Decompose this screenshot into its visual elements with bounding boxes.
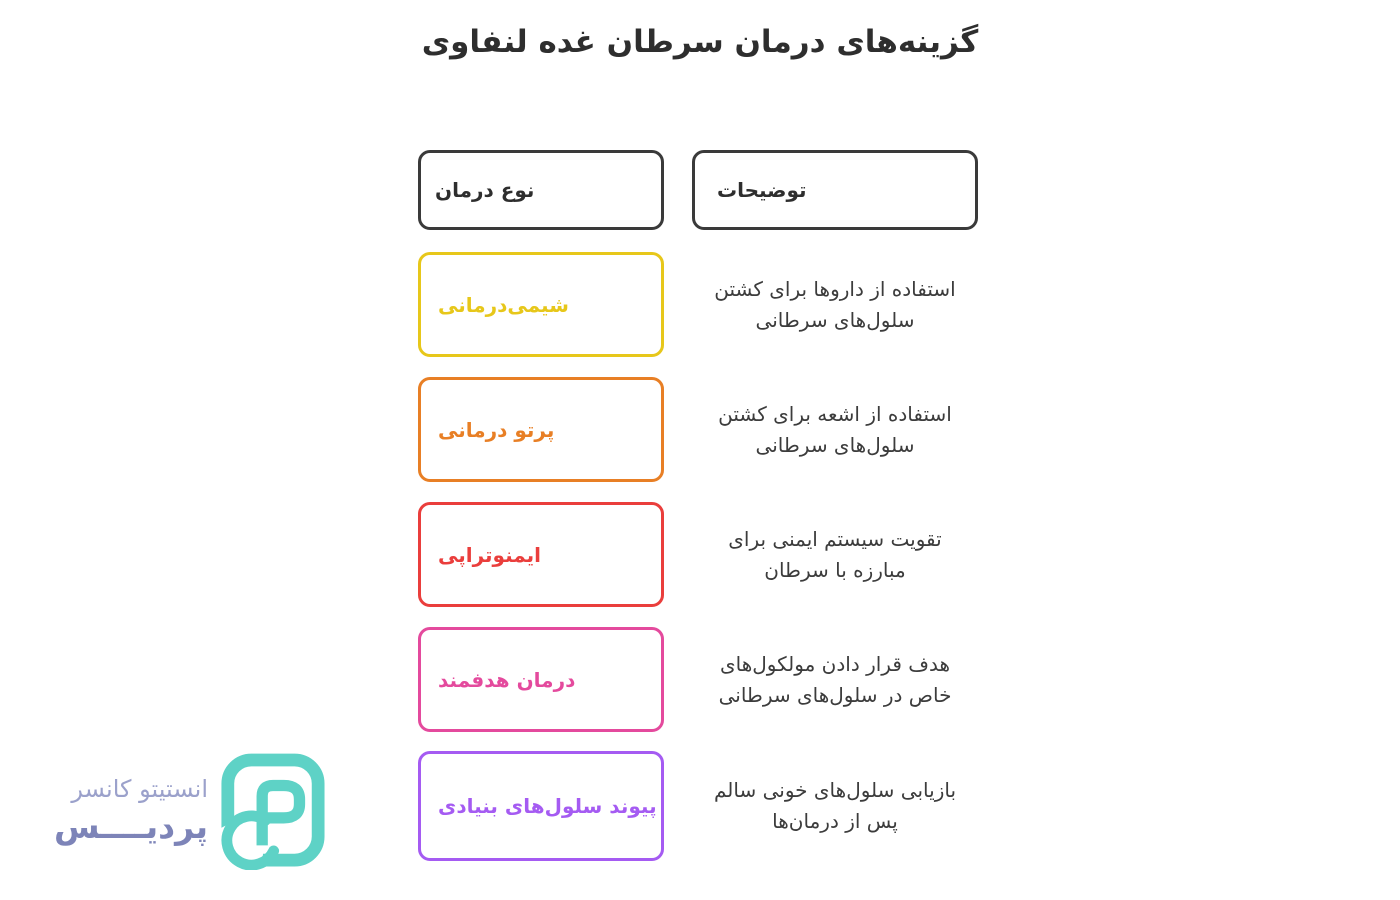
treatment-label-chemotherapy: شیمی‌درمانی [438, 292, 569, 317]
page-title: گزینه‌های درمان سرطان غده لنفاوی [421, 24, 979, 60]
treatment-label-stem-cell-transplant: پیوند سلول‌های بنیادی [438, 794, 657, 818]
header-treatment-type-box: نوع درمان [418, 150, 664, 230]
treatment-label-immunotherapy: ایمنوتراپی [438, 542, 542, 567]
pardis-p-icon [218, 753, 325, 870]
treatment-desc-chemotherapy: استفاده از داروها برای کشتن سلول‌های سرط… [692, 252, 978, 357]
desc-line: سلول‌های سرطانی [755, 432, 915, 457]
desc-line: استفاده از داروها برای کشتن [714, 276, 956, 301]
treatment-box-stem-cell-transplant: پیوند سلول‌های بنیادی [418, 751, 664, 861]
desc-line: بازیابی سلول‌های خونی سالم [714, 778, 957, 802]
logo-pardis-text: پردیــــس [53, 807, 208, 846]
pardis-logo-wordmark: انستیتو کانسر پردیــــس [32, 774, 208, 848]
desc-line: هدف قرار دادن مولکول‌های [719, 651, 951, 676]
treatment-box-immunotherapy: ایمنوتراپی [418, 502, 664, 607]
desc-line: مبارزه با سرطان [764, 557, 906, 582]
treatment-label-radiotherapy: پرتو درمانی [438, 417, 555, 442]
desc-line: خاص در سلول‌های سرطانی [718, 682, 952, 707]
header-treatment-type-label: نوع درمان [435, 178, 535, 202]
desc-line: پس از درمان‌ها [772, 809, 898, 833]
logo-institute-text: انستیتو کانسر [71, 775, 208, 803]
header-description-label: توضیحات [717, 178, 807, 202]
treatment-box-chemotherapy: شیمی‌درمانی [418, 252, 664, 357]
treatment-box-radiotherapy: پرتو درمانی [418, 377, 664, 482]
treatment-desc-radiotherapy: استفاده از اشعه برای کشتن سلول‌های سرطان… [692, 377, 978, 482]
treatment-box-targeted-therapy: درمان هدفمند [418, 627, 664, 732]
treatment-desc-stem-cell-transplant: بازیابی سلول‌های خونی سالم پس از درمان‌ه… [692, 751, 978, 861]
logo-p-letter [256, 779, 306, 846]
header-description-box: توضیحات [692, 150, 978, 230]
treatment-desc-immunotherapy: تقویت سیستم ایمنی برای مبارزه با سرطان [692, 502, 978, 607]
treatment-desc-targeted-therapy: هدف قرار دادن مولکول‌های خاص در سلول‌های… [692, 627, 978, 732]
desc-line: استفاده از اشعه برای کشتن [718, 401, 952, 426]
logo-crescent [221, 810, 280, 870]
desc-line: سلول‌های سرطانی [755, 307, 915, 332]
treatment-label-targeted-therapy: درمان هدفمند [438, 667, 576, 692]
desc-line: تقویت سیستم ایمنی برای [728, 526, 942, 551]
pardis-logo: انستیتو کانسر پردیــــس [32, 752, 326, 870]
